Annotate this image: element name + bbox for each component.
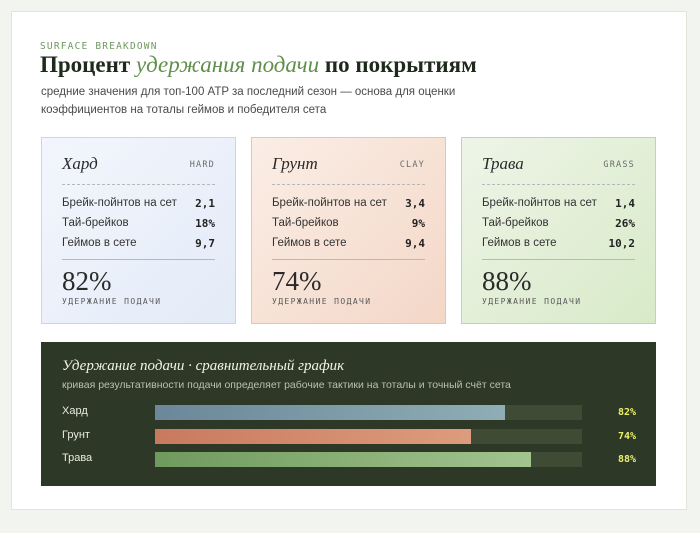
divider [482, 259, 635, 260]
divider [62, 184, 215, 185]
title-part1: Процент [40, 52, 136, 77]
stat-value: 1,4 [615, 197, 635, 210]
stat-label: Тай-брейков [62, 217, 129, 229]
surface-name: Трава [482, 154, 524, 173]
surface-card-hard: Хард HARD Брейк-пойнтов на сет 2,1 Тай-бр… [41, 137, 236, 324]
stat-row: Геймов в сете 10,2 [482, 237, 635, 253]
hold-percent: 74% [272, 266, 322, 296]
surface-card-grass: Трава GRASS Брейк-пойнтов на сет 1,4 Тай-… [461, 137, 656, 324]
hold-percent: 82% [62, 266, 112, 296]
comparison-subtitle: кривая результативности подачи определяе… [62, 379, 511, 391]
bar-row-clay: Грунт 74% [62, 429, 636, 444]
page-subtitle: средние значения для топ-100 ATP за посл… [41, 86, 456, 116]
bar-fill [155, 429, 471, 444]
stat-row: Брейк-пойнтов на сет 2,1 [62, 197, 215, 213]
stat-value: 9% [411, 217, 425, 230]
stat-label: Геймов в сете [62, 237, 137, 249]
stat-row: Геймов в сете 9,4 [272, 237, 425, 253]
surface-name: Грунт [272, 154, 318, 173]
surface-code: CLAY [399, 160, 425, 170]
bar-value: 82% [617, 407, 636, 418]
surface-name: Хард [62, 154, 98, 173]
surface-code: HARD [189, 160, 215, 170]
bar-value: 74% [617, 431, 636, 442]
divider [272, 259, 425, 260]
divider [482, 184, 635, 185]
stat-label: Брейк-пойнтов на сет [62, 197, 177, 209]
bar-track [155, 452, 582, 467]
bar-value: 88% [617, 454, 636, 465]
bar-track [155, 429, 582, 444]
comparison-title: Удержание подачи · сравнительный график [62, 358, 345, 374]
stat-row: Геймов в сете 9,7 [62, 237, 215, 253]
stat-label: Брейк-пойнтов на сет [482, 197, 597, 209]
bar-row-grass: Трава 88% [62, 452, 636, 467]
hold-percent: 88% [482, 266, 532, 296]
stat-row: Тай-брейков 9% [272, 217, 425, 233]
surface-code: GRASS [603, 160, 635, 170]
stat-value: 10,2 [608, 237, 636, 250]
stat-label: Геймов в сете [272, 237, 347, 249]
hold-percent-label: УДЕРЖАНИЕ ПОДАЧИ [272, 297, 372, 306]
hold-percent-label: УДЕРЖАНИЕ ПОДАЧИ [62, 297, 162, 306]
stat-value: 18% [195, 217, 215, 230]
stat-value: 3,4 [405, 197, 425, 210]
stat-value: 2,1 [195, 197, 215, 210]
stat-value: 26% [615, 217, 635, 230]
hold-percent-label: УДЕРЖАНИЕ ПОДАЧИ [482, 297, 582, 306]
stat-row: Брейк-пойнтов на сет 3,4 [272, 197, 425, 213]
title-accent: удержания подачи [135, 52, 320, 77]
stat-value: 9,7 [195, 237, 215, 250]
divider [272, 184, 425, 185]
stat-label: Брейк-пойнтов на сет [272, 197, 387, 209]
stat-label: Тай-брейков [482, 217, 549, 229]
stat-label: Тай-брейков [272, 217, 339, 229]
stat-label: Геймов в сете [482, 237, 557, 249]
comparison-panel: Удержание подачи · сравнительный график … [41, 342, 656, 486]
bar-label: Трава [62, 452, 93, 464]
divider [62, 259, 215, 260]
bar-row-hard: Хард 82% [62, 405, 636, 420]
bar-label: Хард [62, 405, 88, 417]
surface-card-clay: Грунт CLAY Брейк-пойнтов на сет 3,4 Тай-б… [251, 137, 446, 324]
bar-track [155, 405, 582, 420]
section-kicker: SURFACE BREAKDOWN [40, 41, 158, 52]
bar-fill [155, 452, 531, 467]
stat-row: Тай-брейков 26% [482, 217, 635, 233]
bar-label: Грунт [62, 429, 90, 441]
stat-row: Тай-брейков 18% [62, 217, 215, 233]
title-part2: по покрытиям [319, 52, 477, 77]
stat-row: Брейк-пойнтов на сет 1,4 [482, 197, 635, 213]
bar-fill [155, 405, 506, 420]
page-title: Процент удержания подачи по покрытиям [40, 52, 477, 78]
stat-value: 9,4 [405, 237, 425, 250]
